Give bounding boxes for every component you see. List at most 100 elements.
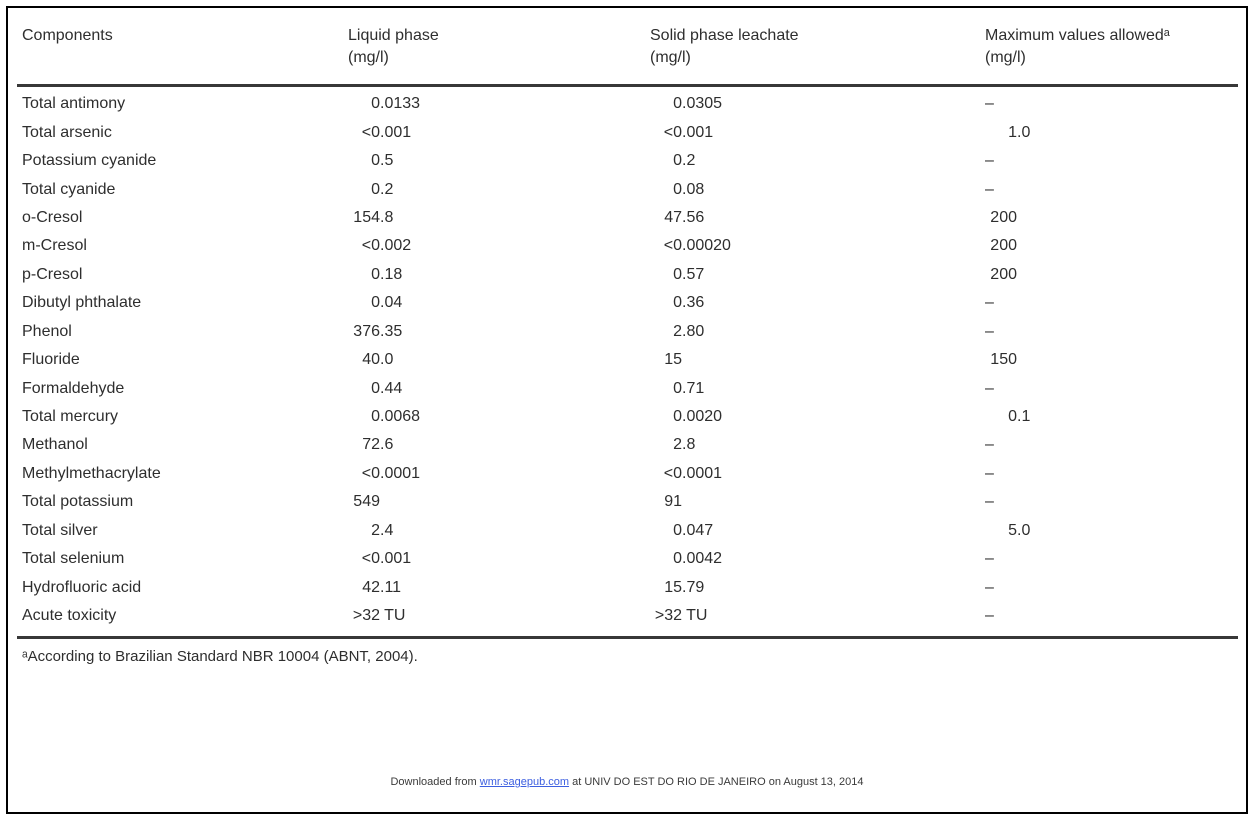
value-integer-part: 150: [990, 351, 1017, 369]
value-fraction-part: .71: [682, 379, 705, 397]
value-integer-part: 0: [673, 265, 682, 283]
solid-value-cell: 47.56: [650, 209, 985, 227]
value-fraction-part: .1: [1017, 408, 1031, 426]
value-fraction-part: .57: [682, 265, 705, 283]
value-fraction-part: .35: [380, 322, 403, 340]
value-integer-part: –: [985, 152, 994, 170]
max-value-cell: 200: [985, 266, 1246, 284]
table-row: Total selenium <0.001 0.0042–: [22, 545, 1246, 573]
value-integer-part: <0: [361, 123, 380, 141]
liquid-value-cell: <0.0001: [348, 465, 650, 483]
value-fraction-part: .0: [380, 351, 394, 369]
solid-value-cell: 0.36: [650, 294, 985, 312]
solid-value-cell: 0.2: [650, 152, 985, 170]
sagepub-link[interactable]: wmr.sagepub.com: [479, 776, 570, 788]
liquid-value-cell: 0.0068: [348, 408, 650, 426]
column-header-label: Liquid phase: [348, 27, 439, 44]
value-integer-part: <0: [663, 464, 682, 482]
max-value-cell: 1.0: [985, 124, 1246, 142]
value-integer-part: 0: [371, 265, 380, 283]
column-header-unit: (mg/l): [348, 49, 389, 66]
value-integer-part: 0: [673, 95, 682, 113]
value-fraction-part: .0068: [380, 408, 421, 426]
table-row: Total antimony 0.0133 0.0305–: [22, 90, 1246, 118]
table-row: Total silver 2.4 0.047 5.0: [22, 517, 1246, 545]
max-value-cell: –: [985, 436, 1246, 454]
liquid-value-cell: 0.44: [348, 380, 650, 398]
solid-value-cell: 0.0305: [650, 95, 985, 113]
value-integer-part: 376: [353, 322, 380, 340]
value-integer-part: –: [985, 578, 994, 596]
value-integer-part: 549: [353, 493, 380, 511]
component-cell: Total selenium: [22, 550, 125, 568]
value-integer-part: 0: [371, 180, 380, 198]
table-row: Total mercury 0.0068 0.0020 0.1: [22, 403, 1246, 431]
column-header-liquid-phase: Liquid phase (mg/l): [348, 25, 650, 69]
component-cell: Total cyanide: [22, 180, 116, 198]
table-row: Dibutyl phthalate 0.04 0.36–: [22, 289, 1246, 317]
column-header-solid-phase-leachate: Solid phase leachate (mg/l): [650, 25, 985, 69]
value-integer-part: 0: [371, 294, 380, 312]
component-cell: Total arsenic: [22, 123, 112, 141]
value-fraction-part: .8: [682, 436, 696, 454]
max-value-cell: 0.1: [985, 408, 1246, 426]
table-row: Phenol 376.35 2.80–: [22, 318, 1246, 346]
value-integer-part: <0: [361, 550, 380, 568]
max-value-cell: –: [985, 465, 1246, 483]
max-value-cell: 200: [985, 209, 1246, 227]
value-fraction-part: .0133: [380, 95, 421, 113]
table-row: p-Cresol 0.18 0.57 200: [22, 261, 1246, 289]
table-row: Methanol 72.6 2.8–: [22, 431, 1246, 459]
liquid-value-cell: >32 TU: [348, 607, 650, 625]
liquid-value-cell: <0.002: [348, 237, 650, 255]
download-footer: Downloaded from wmr.sagepub.com at UNIV …: [8, 776, 1246, 788]
component-cell: Potassium cyanide: [22, 152, 157, 170]
value-integer-part: 0: [673, 294, 682, 312]
value-integer-part: –: [985, 294, 994, 312]
value-integer-part: 200: [990, 265, 1017, 283]
component-cell: Methylmethacrylate: [22, 464, 161, 482]
component-cell: Phenol: [22, 322, 72, 340]
value-integer-part: <0: [663, 237, 682, 255]
value-fraction-part: .002: [380, 237, 412, 255]
max-value-cell: –: [985, 323, 1246, 341]
liquid-value-cell: 42.11: [348, 579, 650, 597]
value-integer-part: 1: [1008, 123, 1017, 141]
value-integer-part: 0: [673, 521, 682, 539]
value-fraction-part: .79: [682, 578, 705, 596]
value-fraction-part: .0042: [682, 550, 723, 568]
component-cell: o-Cresol: [22, 208, 83, 226]
liquid-value-cell: 2.4: [348, 522, 650, 540]
component-cell: Total potassium: [22, 493, 134, 511]
solid-value-cell: >32 TU: [650, 607, 985, 625]
solid-value-cell: 0.0020: [650, 408, 985, 426]
liquid-value-cell: 40.0: [348, 351, 650, 369]
max-value-cell: –: [985, 152, 1246, 170]
max-value-cell: 150: [985, 351, 1246, 369]
component-cell: Total mercury: [22, 408, 119, 426]
value-integer-part: 0: [673, 379, 682, 397]
component-cell: Fluoride: [22, 351, 80, 369]
value-fraction-part: .36: [682, 294, 705, 312]
value-integer-part: 0: [371, 379, 380, 397]
value-integer-part: –: [985, 95, 994, 113]
component-cell: p-Cresol: [22, 265, 83, 283]
table-body: Total antimony 0.0133 0.0305– Total arsenic…: [22, 90, 1246, 630]
max-value-cell: 5.0: [985, 522, 1246, 540]
solid-value-cell: 91: [650, 493, 985, 511]
value-integer-part: 2: [371, 521, 380, 539]
value-integer-part: –: [985, 493, 994, 511]
value-fraction-part: .0001: [380, 464, 421, 482]
solid-value-cell: <0.0001: [650, 465, 985, 483]
value-integer-part: 42: [362, 578, 380, 596]
solid-value-cell: 2.80: [650, 323, 985, 341]
value-integer-part: 72: [362, 436, 380, 454]
max-value-cell: –: [985, 95, 1246, 113]
value-integer-part: 15: [664, 351, 682, 369]
solid-value-cell: <0.001: [650, 124, 985, 142]
component-cell: Hydrofluoric acid: [22, 578, 142, 596]
table-row: Hydrofluoric acid 42.11 15.79–: [22, 573, 1246, 601]
solid-value-cell: <0.00020: [650, 237, 985, 255]
value-integer-part: <0: [361, 464, 380, 482]
